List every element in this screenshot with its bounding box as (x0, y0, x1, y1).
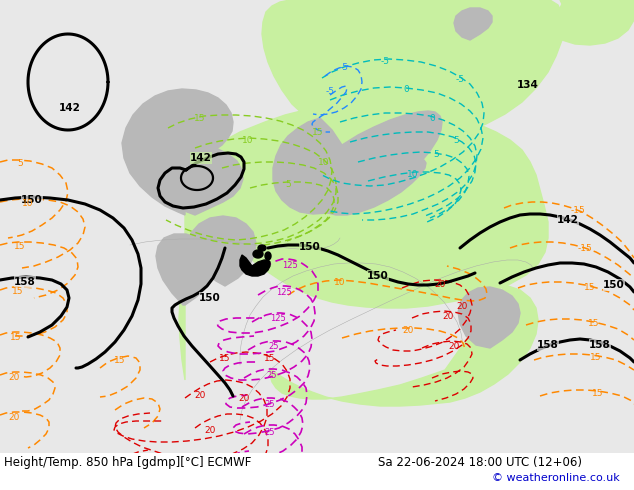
Text: -5: -5 (455, 75, 465, 84)
Text: 142: 142 (557, 215, 579, 225)
Text: 0: 0 (429, 114, 435, 122)
Text: 15: 15 (585, 283, 596, 292)
Polygon shape (270, 285, 538, 406)
Text: 142: 142 (59, 103, 81, 113)
Text: Sa 22-06-2024 18:00 UTC (12+06): Sa 22-06-2024 18:00 UTC (12+06) (378, 456, 582, 468)
Text: 125: 125 (276, 288, 292, 296)
Text: -5: -5 (339, 64, 349, 73)
Text: 5: 5 (453, 136, 459, 145)
Polygon shape (258, 245, 266, 251)
Polygon shape (555, 0, 634, 45)
Text: 15: 15 (194, 114, 206, 122)
Text: 150: 150 (21, 195, 43, 205)
Text: 0: 0 (403, 84, 409, 94)
Text: 150: 150 (299, 242, 321, 252)
Text: 25: 25 (265, 399, 275, 409)
Polygon shape (262, 0, 564, 144)
Text: 20: 20 (8, 372, 20, 382)
Text: 5: 5 (17, 158, 23, 168)
Text: 134: 134 (517, 80, 539, 90)
Text: 125: 125 (270, 314, 286, 322)
Polygon shape (240, 255, 270, 276)
Text: 25: 25 (267, 370, 277, 379)
Text: -15: -15 (571, 205, 585, 215)
Text: 20: 20 (434, 279, 446, 289)
Text: 10: 10 (318, 157, 330, 167)
Text: 20: 20 (8, 413, 20, 421)
Text: 5: 5 (285, 179, 291, 189)
Bar (0, 453, 634, 490)
Text: Height/Temp. 850 hPa [gdmp][°C] ECMWF: Height/Temp. 850 hPa [gdmp][°C] ECMWF (4, 456, 251, 468)
Text: 20: 20 (456, 301, 468, 311)
Text: 20: 20 (238, 393, 250, 402)
Text: -5: -5 (325, 88, 335, 97)
Text: 15: 15 (588, 318, 600, 327)
Polygon shape (188, 216, 256, 286)
Text: 158: 158 (589, 340, 611, 350)
Text: 25: 25 (265, 427, 275, 437)
Text: 15: 15 (219, 353, 231, 363)
Text: -5: -5 (380, 56, 389, 66)
Text: 158: 158 (537, 340, 559, 350)
Text: 10: 10 (22, 198, 34, 207)
Text: 15: 15 (313, 127, 324, 137)
Text: © weatheronline.co.uk: © weatheronline.co.uk (492, 473, 620, 483)
Text: 15: 15 (12, 287, 23, 295)
Text: 15: 15 (264, 353, 276, 363)
Polygon shape (253, 250, 263, 258)
Polygon shape (322, 160, 426, 215)
Text: 15: 15 (114, 356, 126, 365)
Text: 10: 10 (242, 136, 254, 145)
Text: 150: 150 (603, 280, 625, 290)
Text: 10: 10 (334, 277, 346, 287)
Text: 125: 125 (282, 261, 298, 270)
Text: 150: 150 (199, 293, 221, 303)
Text: 20: 20 (448, 342, 460, 350)
Polygon shape (156, 234, 213, 305)
Text: 20: 20 (194, 391, 205, 399)
Text: -15: -15 (578, 244, 592, 252)
Polygon shape (152, 144, 243, 215)
Text: 15: 15 (592, 389, 604, 397)
Text: 142: 142 (190, 153, 212, 163)
Polygon shape (179, 104, 548, 380)
Text: 150: 150 (367, 271, 389, 281)
Polygon shape (122, 89, 233, 215)
Text: 20: 20 (443, 312, 454, 320)
Text: 25: 25 (269, 342, 279, 350)
Polygon shape (458, 287, 520, 348)
Text: 5: 5 (433, 149, 439, 158)
Text: 20: 20 (403, 325, 414, 335)
Text: 10: 10 (407, 170, 418, 178)
Polygon shape (265, 252, 271, 260)
Text: 158: 158 (14, 277, 36, 287)
Text: 15: 15 (590, 352, 602, 362)
Text: 20: 20 (204, 425, 216, 435)
Polygon shape (273, 111, 442, 214)
Polygon shape (454, 8, 492, 40)
Text: 15: 15 (10, 333, 22, 342)
Text: 15: 15 (14, 242, 26, 250)
